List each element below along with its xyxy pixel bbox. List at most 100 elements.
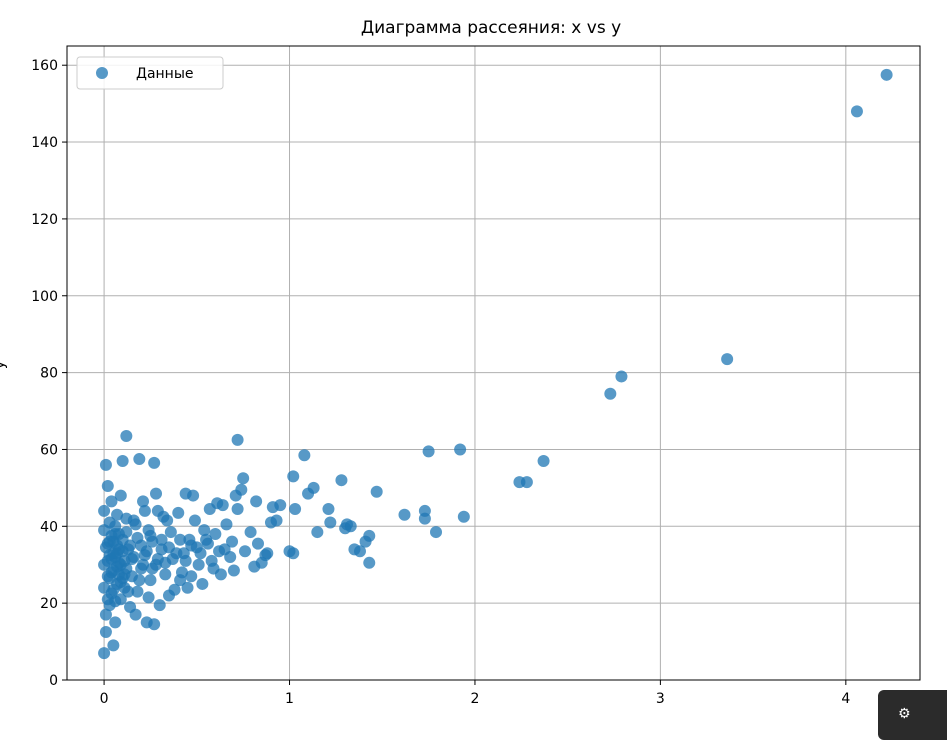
x-tick-label: 0: [100, 691, 109, 707]
data-point: [457, 510, 470, 523]
data-point: [146, 562, 159, 575]
x-tick-label: 3: [656, 691, 665, 707]
data-point: [418, 504, 431, 517]
legend-label: Данные: [136, 66, 194, 82]
data-point: [537, 454, 550, 467]
data-point: [348, 543, 361, 556]
data-points: [98, 68, 893, 660]
data-point: [99, 458, 112, 471]
data-point: [153, 599, 166, 612]
plot-area-frame: [66, 45, 921, 681]
data-point: [615, 370, 628, 383]
data-point: [105, 495, 118, 508]
data-point: [133, 453, 146, 466]
data-point: [112, 527, 125, 540]
data-point: [250, 495, 263, 508]
data-point: [244, 526, 257, 539]
x-tick-label: 4: [841, 691, 850, 707]
data-point: [159, 568, 172, 581]
chart-title: Диаграмма рассеяния: x vs y: [361, 18, 621, 38]
data-point: [231, 433, 244, 446]
grid-lines: [67, 46, 920, 681]
y-tick-label: 120: [31, 212, 58, 228]
data-point: [339, 522, 352, 535]
data-point: [226, 535, 239, 548]
data-point: [107, 583, 120, 596]
data-point: [155, 533, 168, 546]
legend-marker: [96, 67, 108, 79]
data-point: [430, 526, 443, 539]
data-point: [513, 476, 526, 489]
data-point: [454, 443, 467, 456]
data-point: [237, 472, 250, 485]
data-point: [137, 495, 150, 508]
y-tick-label: 160: [31, 58, 58, 74]
data-point: [721, 353, 734, 366]
data-point: [604, 387, 617, 400]
data-point: [363, 556, 376, 569]
data-point: [127, 551, 140, 564]
data-point: [880, 68, 893, 81]
data-point: [203, 503, 216, 516]
data-point: [116, 572, 129, 585]
data-point: [98, 504, 111, 517]
data-point: [118, 581, 131, 594]
y-tick-label: 100: [31, 289, 58, 305]
data-point: [137, 558, 150, 571]
data-point: [248, 560, 261, 573]
data-point: [109, 616, 122, 629]
data-point: [185, 539, 198, 552]
data-point: [264, 516, 277, 529]
y-tick-label: 0: [49, 673, 58, 689]
data-point: [322, 503, 335, 516]
scatter-chart: Диаграмма рассеяния: x vs y y 0123402040…: [0, 18, 921, 707]
data-point: [174, 574, 187, 587]
y-tick-label: 40: [40, 519, 58, 535]
data-point: [159, 556, 172, 569]
data-point: [188, 514, 201, 527]
data-point: [218, 543, 231, 556]
data-point: [181, 581, 194, 594]
data-point: [209, 527, 222, 540]
data-point: [324, 516, 337, 529]
data-point: [422, 445, 435, 458]
data-point: [150, 487, 163, 500]
y-tick-label: 20: [40, 596, 58, 612]
legend-box: [76, 56, 224, 90]
data-point: [164, 526, 177, 539]
data-point: [287, 470, 300, 483]
data-point: [192, 558, 205, 571]
data-point: [194, 547, 207, 560]
data-point: [111, 547, 124, 560]
data-point: [266, 501, 279, 514]
data-point: [131, 585, 144, 598]
floating-widget[interactable]: ⚙: [878, 690, 947, 740]
data-point: [129, 518, 142, 531]
data-point: [302, 487, 315, 500]
data-point: [101, 593, 114, 606]
data-point: [101, 479, 114, 492]
data-point: [227, 564, 240, 577]
data-point: [370, 485, 383, 498]
data-point: [179, 554, 192, 567]
gear-icon[interactable]: ⚙: [898, 706, 911, 722]
data-point: [311, 526, 324, 539]
data-point: [98, 647, 111, 660]
data-point: [207, 562, 220, 575]
data-point: [142, 591, 155, 604]
data-point: [148, 456, 161, 469]
data-point: [140, 616, 153, 629]
data-point: [231, 503, 244, 516]
data-point: [144, 574, 157, 587]
data-point: [359, 535, 372, 548]
data-point: [116, 454, 129, 467]
data-point: [120, 430, 133, 443]
data-point: [220, 518, 233, 531]
x-tick-label: 2: [470, 691, 479, 707]
data-point: [107, 639, 120, 652]
data-point: [111, 508, 124, 521]
data-point: [251, 537, 264, 550]
data-point: [114, 489, 127, 502]
y-tick-label: 60: [40, 442, 58, 458]
